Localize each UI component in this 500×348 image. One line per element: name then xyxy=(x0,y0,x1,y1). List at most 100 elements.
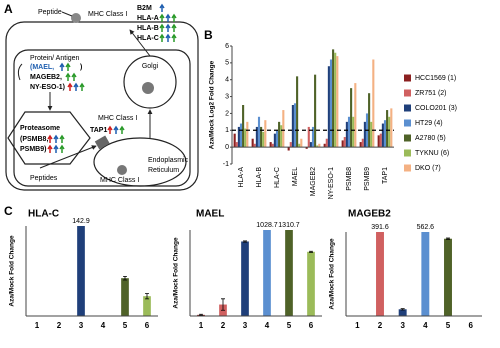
error-bar xyxy=(221,298,225,311)
label: Golgi xyxy=(142,63,159,70)
up-arrow xyxy=(165,23,171,32)
up-arrow xyxy=(47,144,53,153)
label: Endoplasmic xyxy=(148,157,189,164)
up-arrow xyxy=(79,82,85,91)
bar xyxy=(300,138,303,148)
bar xyxy=(350,88,353,148)
label: PSMB9) xyxy=(20,146,46,153)
bar xyxy=(343,137,346,148)
label: NY-ESO-1) xyxy=(30,84,65,91)
error-bar xyxy=(145,293,149,300)
bar xyxy=(293,103,297,148)
bars xyxy=(376,232,452,316)
diagram: A Peptide MHC Class I B2M HLA-A HLA-B HL… xyxy=(4,2,199,191)
value-label: 1028.7 xyxy=(256,222,278,229)
x-tick-label: 2 xyxy=(378,321,383,330)
bar xyxy=(307,251,315,316)
bar xyxy=(235,142,238,148)
up-arrow xyxy=(159,33,165,42)
bar xyxy=(233,133,236,148)
up-arrow xyxy=(59,144,65,153)
x-tick-label: 4 xyxy=(423,321,428,330)
up-arrow xyxy=(71,72,77,81)
bars xyxy=(77,226,151,316)
x-tick-label: 2 xyxy=(57,321,62,330)
bar xyxy=(264,120,267,148)
label: Proteasome xyxy=(20,125,60,132)
x-tick-label: 6 xyxy=(468,321,473,330)
legend-label: HCC1569 (1) xyxy=(415,75,456,82)
x-tick-label: 3 xyxy=(243,321,248,330)
bar xyxy=(143,296,151,316)
y-tick-label: 4 xyxy=(225,77,229,84)
label: (PSMB8, xyxy=(20,136,48,143)
label: Peptides xyxy=(30,175,58,182)
legend-swatch xyxy=(404,119,411,127)
x-tick-label: 1 xyxy=(35,321,40,330)
bar xyxy=(255,126,258,148)
bar xyxy=(354,83,357,148)
up-arrow xyxy=(165,13,171,22)
x-tick-label: TAP1 xyxy=(382,167,389,184)
bar xyxy=(244,128,247,148)
up-arrow xyxy=(59,134,65,143)
label: HLA-B xyxy=(137,25,159,32)
x-tick-label: 3 xyxy=(79,321,84,330)
y-tick-label: 0 xyxy=(225,144,229,151)
y-tick-label: 2 xyxy=(225,110,229,117)
x-tick-label: MAGEB2 xyxy=(310,167,317,196)
label: (MAEL, xyxy=(30,64,54,71)
bar xyxy=(241,241,249,316)
arrow xyxy=(39,145,97,169)
error-bar xyxy=(446,237,450,240)
x-tick-label: PSMB9 xyxy=(364,167,371,191)
bar xyxy=(379,133,382,148)
up-arrow xyxy=(113,125,119,134)
bar xyxy=(421,232,430,316)
bar xyxy=(316,145,319,148)
bar xyxy=(363,121,366,148)
bar xyxy=(336,56,339,148)
bar xyxy=(77,226,85,316)
x-tick-label: 5 xyxy=(446,321,451,330)
squiggle xyxy=(17,63,23,81)
bar xyxy=(287,147,290,151)
bar xyxy=(262,131,265,148)
bar xyxy=(329,59,333,148)
value-label: 562.6 xyxy=(417,224,435,231)
label: Reticulum xyxy=(148,167,179,174)
bar xyxy=(269,142,272,148)
bar xyxy=(352,116,355,148)
bar xyxy=(305,147,308,149)
label: MHC Class I xyxy=(88,11,127,18)
chart: Aza/Mock Fold Change MAGEB2 1 391.6 2 3 562.6 4… xyxy=(329,209,482,330)
y-tick-label: 3 xyxy=(225,93,229,100)
bar xyxy=(323,143,326,148)
bar xyxy=(314,74,317,148)
bar xyxy=(239,123,243,148)
arrow xyxy=(129,29,151,57)
bar xyxy=(260,126,263,148)
bar xyxy=(377,135,380,148)
legend-label: ZR751 (2) xyxy=(415,90,447,97)
up-arrow xyxy=(159,3,165,12)
label: Protein/ Antigen xyxy=(30,55,80,62)
up-arrow xyxy=(47,134,53,143)
panel-label: B xyxy=(204,28,213,42)
bar xyxy=(307,126,310,148)
cytoplasm xyxy=(13,49,191,187)
bar xyxy=(282,110,285,148)
panel-label: A xyxy=(4,2,13,16)
label: TAP1 xyxy=(90,127,107,134)
value-label: 1310.7 xyxy=(278,222,300,229)
bar xyxy=(242,105,245,148)
bar xyxy=(372,59,375,148)
chart-title: MAGEB2 xyxy=(348,209,391,220)
value-label: 391.6 xyxy=(371,224,389,231)
bar xyxy=(444,238,452,316)
bar xyxy=(368,93,371,148)
error-bar xyxy=(199,313,203,316)
bar xyxy=(275,130,279,148)
x-tick-label: 1 xyxy=(355,321,360,330)
